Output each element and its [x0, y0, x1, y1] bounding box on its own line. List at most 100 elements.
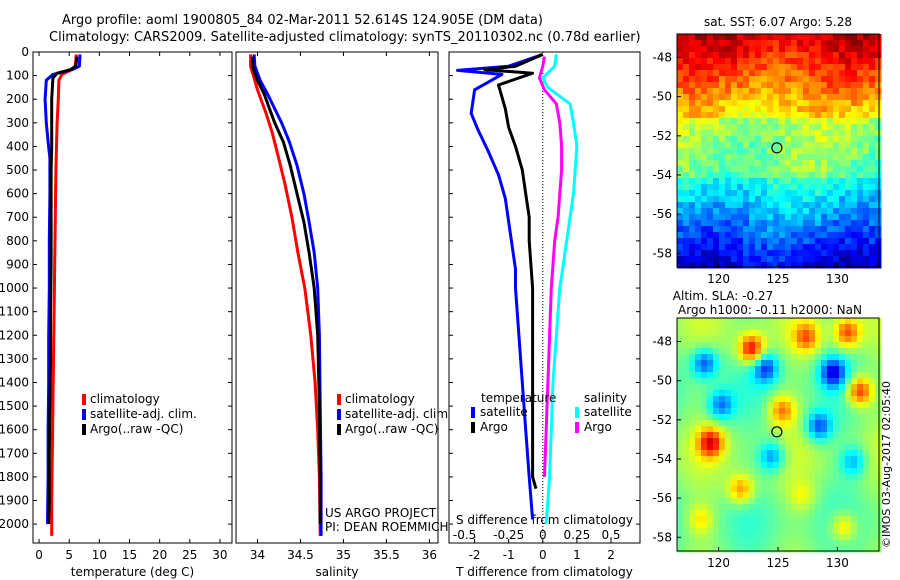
heatmap-cell — [785, 546, 792, 553]
heatmap-cell — [737, 474, 744, 481]
heatmap-cell — [677, 396, 684, 403]
sst-map-cells — [677, 34, 882, 269]
heatmap-cell — [845, 426, 852, 433]
heatmap-cell — [695, 486, 702, 493]
heatmap-cell — [797, 486, 804, 493]
heatmap-cell — [803, 154, 810, 161]
heatmap-cell — [845, 510, 852, 517]
heatmap-cell — [857, 522, 864, 529]
heatmap-cell — [773, 402, 780, 409]
heatmap-cell — [779, 220, 786, 227]
heatmap-cell — [815, 426, 822, 433]
heatmap-cell — [863, 262, 870, 269]
heatmap-cell — [851, 208, 858, 215]
differences-series-1 — [483, 53, 544, 490]
heatmap-cell — [785, 178, 792, 185]
heatmap-cell — [815, 118, 822, 125]
heatmap-cell — [875, 100, 882, 107]
heatmap-cell — [761, 516, 768, 523]
heatmap-cell — [725, 160, 732, 167]
heatmap-cell — [785, 208, 792, 215]
heatmap-cell — [827, 432, 834, 439]
heatmap-cell — [695, 262, 702, 269]
heatmap-cell — [791, 76, 798, 83]
heatmap-cell — [701, 118, 708, 125]
heatmap-cell — [791, 498, 798, 505]
heatmap-cell — [863, 238, 870, 245]
heatmap-cell — [815, 106, 822, 113]
heatmap-cell — [809, 64, 816, 71]
heatmap-cell — [851, 474, 858, 481]
heatmap-cell — [737, 486, 744, 493]
heatmap-cell — [875, 408, 882, 415]
heatmap-cell — [695, 136, 702, 143]
heatmap-cell — [677, 390, 684, 397]
heatmap-cell — [755, 432, 762, 439]
heatmap-cell — [845, 88, 852, 95]
heatmap-cell — [797, 184, 804, 191]
legend-label: Argo — [584, 420, 612, 434]
heatmap-cell — [755, 516, 762, 523]
heatmap-cell — [857, 136, 864, 143]
heatmap-cell — [821, 354, 828, 361]
heatmap-cell — [833, 262, 840, 269]
heatmap-cell — [731, 178, 738, 185]
heatmap-cell — [875, 438, 882, 445]
heatmap-cell — [761, 492, 768, 499]
temperature-series-0 — [50, 54, 78, 536]
heatmap-cell — [791, 124, 798, 131]
legend-label: Argo — [480, 420, 508, 434]
heatmap-cell — [833, 100, 840, 107]
heatmap-cell — [701, 498, 708, 505]
heatmap-cell — [839, 414, 846, 421]
heatmap-cell — [851, 522, 858, 529]
heatmap-cell — [785, 46, 792, 53]
heatmap-cell — [701, 112, 708, 119]
heatmap-cell — [683, 136, 690, 143]
heatmap-cell — [809, 214, 816, 221]
heatmap-cell — [749, 324, 756, 331]
heatmap-cell — [707, 196, 714, 203]
heatmap-cell — [743, 34, 750, 41]
heatmap-cell — [701, 94, 708, 101]
heatmap-cell — [869, 414, 876, 421]
heatmap-cell — [737, 414, 744, 421]
heatmap-cell — [815, 534, 822, 541]
heatmap-cell — [755, 540, 762, 547]
heatmap-cell — [791, 190, 798, 197]
heatmap-cell — [785, 58, 792, 65]
heatmap-cell — [869, 196, 876, 203]
heatmap-cell — [875, 88, 882, 95]
heatmap-cell — [797, 112, 804, 119]
heatmap-cell — [815, 390, 822, 397]
heatmap-cell — [731, 450, 738, 457]
heatmap-cell — [707, 40, 714, 47]
heatmap-cell — [791, 58, 798, 65]
heatmap-cell — [677, 516, 684, 523]
heatmap-cell — [839, 348, 846, 355]
heatmap-cell — [731, 202, 738, 209]
heatmap-cell — [737, 546, 744, 553]
heatmap-cell — [803, 366, 810, 373]
heatmap-cell — [791, 462, 798, 469]
heatmap-cell — [797, 130, 804, 137]
heatmap-cell — [803, 522, 810, 529]
heatmap-cell — [863, 184, 870, 191]
heatmap-cell — [725, 148, 732, 155]
heatmap-cell — [839, 456, 846, 463]
heatmap-cell — [791, 396, 798, 403]
heatmap-cell — [755, 402, 762, 409]
heatmap-cell — [791, 214, 798, 221]
heatmap-cell — [755, 118, 762, 125]
heatmap-cell — [689, 456, 696, 463]
heatmap-cell — [773, 336, 780, 343]
heatmap-cell — [701, 244, 708, 251]
heatmap-cell — [677, 178, 684, 185]
heatmap-cell — [869, 40, 876, 47]
heatmap-cell — [701, 232, 708, 239]
heatmap-cell — [701, 318, 708, 325]
heatmap-cell — [683, 378, 690, 385]
heatmap-cell — [773, 88, 780, 95]
heatmap-cell — [869, 546, 876, 553]
heatmap-cell — [689, 522, 696, 529]
